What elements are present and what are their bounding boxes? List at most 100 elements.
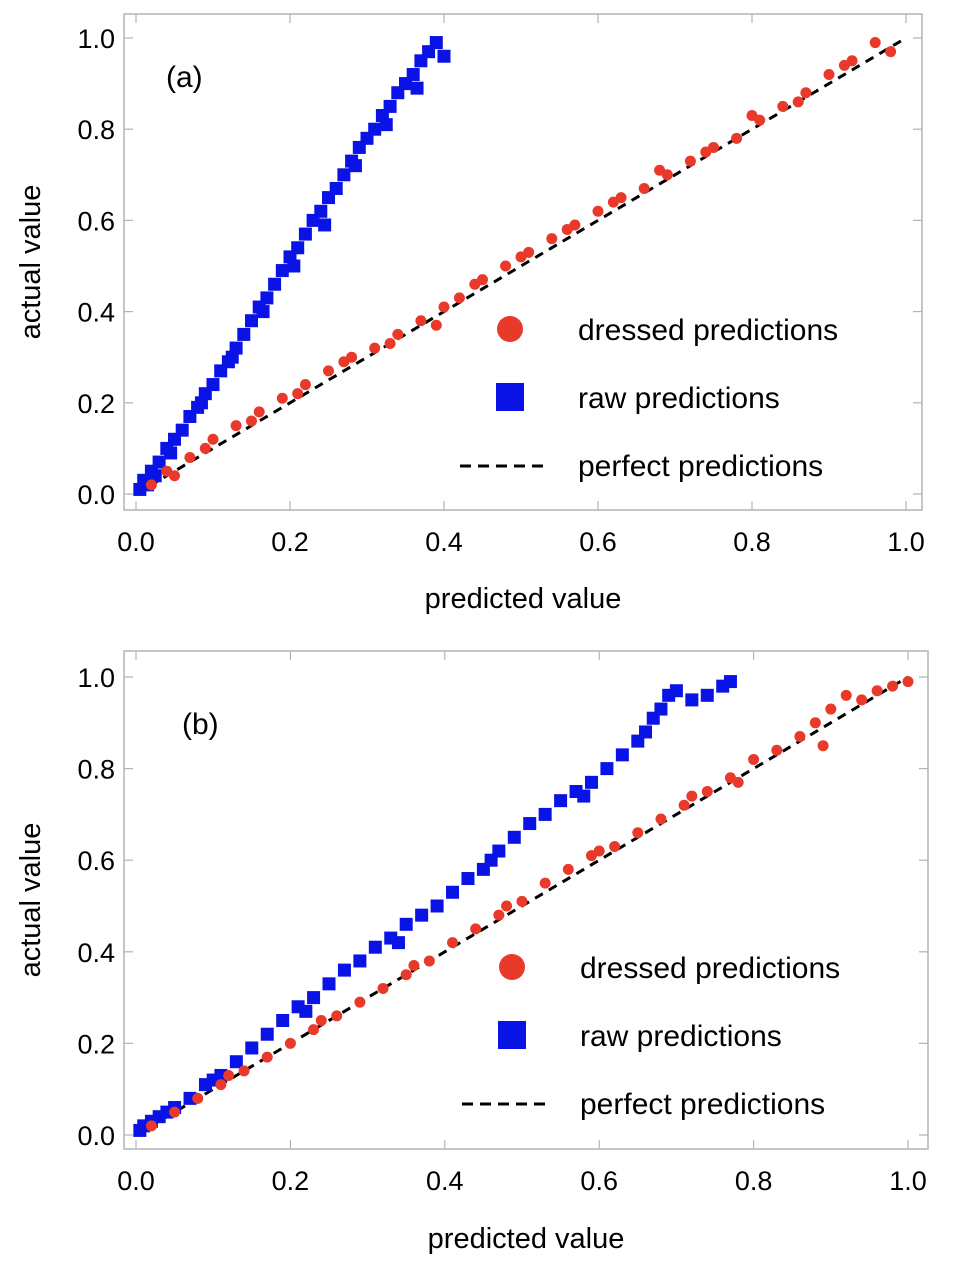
dressed-prediction-point bbox=[794, 731, 806, 743]
raw-prediction-point bbox=[654, 702, 668, 716]
dressed-prediction-point bbox=[238, 1065, 250, 1077]
raw-prediction-point bbox=[538, 807, 552, 821]
dressed-prediction-point bbox=[607, 196, 619, 208]
dressed-prediction-point bbox=[284, 1037, 296, 1049]
x-tick-label: 0.4 bbox=[426, 1166, 464, 1196]
y-tick-label: 0.6 bbox=[77, 206, 115, 236]
legend-label: dressed predictions bbox=[578, 314, 838, 347]
dressed-prediction-point bbox=[184, 452, 196, 464]
x-tick-label: 0.8 bbox=[733, 527, 771, 557]
dressed-prediction-point bbox=[684, 155, 696, 167]
dressed-prediction-point bbox=[308, 1024, 320, 1036]
dressed-prediction-point bbox=[408, 960, 420, 972]
dressed-prediction-point bbox=[415, 315, 427, 327]
raw-prediction-point bbox=[685, 693, 699, 707]
legend-marker-dressed bbox=[497, 316, 523, 342]
dressed-prediction-point bbox=[593, 845, 605, 857]
dressed-prediction-point bbox=[438, 301, 450, 313]
dressed-prediction-point bbox=[748, 753, 760, 765]
dressed-prediction-point bbox=[732, 776, 744, 788]
dressed-prediction-point bbox=[632, 827, 644, 839]
dressed-prediction-point bbox=[840, 689, 852, 701]
raw-prediction-point bbox=[260, 291, 274, 305]
raw-prediction-point bbox=[245, 314, 258, 328]
x-tick-label: 0.6 bbox=[579, 527, 617, 557]
raw-prediction-point bbox=[429, 36, 443, 50]
x-tick-label: 0.4 bbox=[425, 527, 463, 557]
dressed-prediction-point bbox=[701, 786, 713, 797]
dressed-prediction-point bbox=[192, 1092, 204, 1104]
x-axis-label: predicted value bbox=[428, 1223, 625, 1255]
raw-prediction-point bbox=[600, 762, 614, 776]
dressed-prediction-point bbox=[501, 900, 513, 912]
raw-prediction-point bbox=[379, 118, 393, 132]
legend-label: raw predictions bbox=[580, 1020, 782, 1053]
y-tick-label: 0.2 bbox=[77, 389, 115, 419]
dressed-prediction-point bbox=[261, 1051, 273, 1063]
legend-label: dressed predictions bbox=[580, 952, 840, 985]
dressed-prediction-point bbox=[771, 744, 783, 756]
dressed-prediction-point bbox=[145, 479, 157, 491]
dressed-prediction-point bbox=[207, 433, 219, 445]
legend-label: perfect predictions bbox=[580, 1088, 825, 1121]
raw-prediction-point bbox=[391, 936, 405, 950]
dressed-prediction-point bbox=[700, 146, 712, 158]
raw-prediction-point bbox=[152, 455, 166, 469]
raw-prediction-point bbox=[314, 204, 328, 218]
dressed-prediction-point bbox=[276, 392, 288, 404]
panel-b: 0.0 0.2 0.4 0.6 0.8 1.0 0.0 0.2 0.4 0.6 0.8 1.0 pred… bbox=[15, 650, 929, 1255]
legend-marker-dressed bbox=[499, 954, 525, 980]
raw-prediction-point bbox=[399, 917, 413, 931]
raw-prediction-point bbox=[229, 1055, 243, 1069]
dressed-prediction-point bbox=[500, 260, 512, 272]
dressed-prediction-point bbox=[384, 338, 396, 350]
dressed-prediction-point bbox=[470, 923, 482, 935]
dressed-prediction-point bbox=[516, 895, 528, 907]
y-tick-label: 0.0 bbox=[77, 480, 115, 510]
dressed-prediction-point bbox=[562, 863, 574, 875]
raw-prediction-point bbox=[723, 675, 737, 689]
raw-prediction-point bbox=[461, 872, 475, 886]
dressed-prediction-point bbox=[885, 46, 897, 58]
raw-prediction-point bbox=[446, 885, 460, 899]
raw-prediction-point bbox=[484, 853, 498, 867]
dressed-prediction-point bbox=[817, 740, 829, 752]
dressed-prediction-point bbox=[592, 205, 604, 217]
legend-marker-raw bbox=[496, 383, 524, 411]
raw-prediction-point bbox=[225, 350, 239, 364]
y-tick-label: 0.2 bbox=[77, 1029, 115, 1059]
y-tick-label: 0.0 bbox=[77, 1121, 115, 1151]
y-axis-label: actual value bbox=[15, 823, 47, 978]
raw-prediction-point bbox=[430, 899, 444, 913]
dressed-prediction-point bbox=[825, 703, 837, 715]
raw-prediction-point bbox=[183, 1091, 197, 1105]
dressed-prediction-point bbox=[246, 415, 257, 427]
raw-prediction-point bbox=[639, 725, 653, 739]
dressed-prediction-point bbox=[887, 680, 899, 692]
dressed-prediction-point bbox=[638, 182, 650, 194]
x-tick-label: 0.2 bbox=[272, 1166, 310, 1196]
raw-prediction-point bbox=[298, 227, 312, 241]
legend-label: perfect predictions bbox=[578, 450, 823, 483]
dressed-prediction-point bbox=[561, 224, 573, 236]
dressed-prediction-point bbox=[230, 420, 242, 432]
raw-prediction-point bbox=[337, 963, 351, 977]
dressed-prediction-point bbox=[823, 68, 835, 80]
raw-prediction-point bbox=[291, 241, 305, 255]
legend-label: raw predictions bbox=[578, 382, 780, 415]
dressed-prediction-point bbox=[315, 1015, 327, 1026]
plot-frame bbox=[123, 13, 923, 511]
raw-prediction-point bbox=[368, 122, 382, 136]
y-tick-label: 0.4 bbox=[77, 938, 115, 968]
x-tick-label: 0.6 bbox=[580, 1166, 618, 1196]
dressed-prediction-point bbox=[654, 164, 666, 176]
raw-prediction-point bbox=[206, 378, 220, 392]
dressed-prediction-point bbox=[731, 132, 743, 144]
dressed-prediction-point bbox=[856, 694, 868, 706]
raw-prediction-point bbox=[615, 748, 629, 762]
raw-prediction-point bbox=[268, 277, 282, 291]
dressed-prediction-point bbox=[215, 1079, 227, 1091]
raw-prediction-point bbox=[337, 168, 351, 182]
raw-prediction-point bbox=[523, 817, 537, 831]
